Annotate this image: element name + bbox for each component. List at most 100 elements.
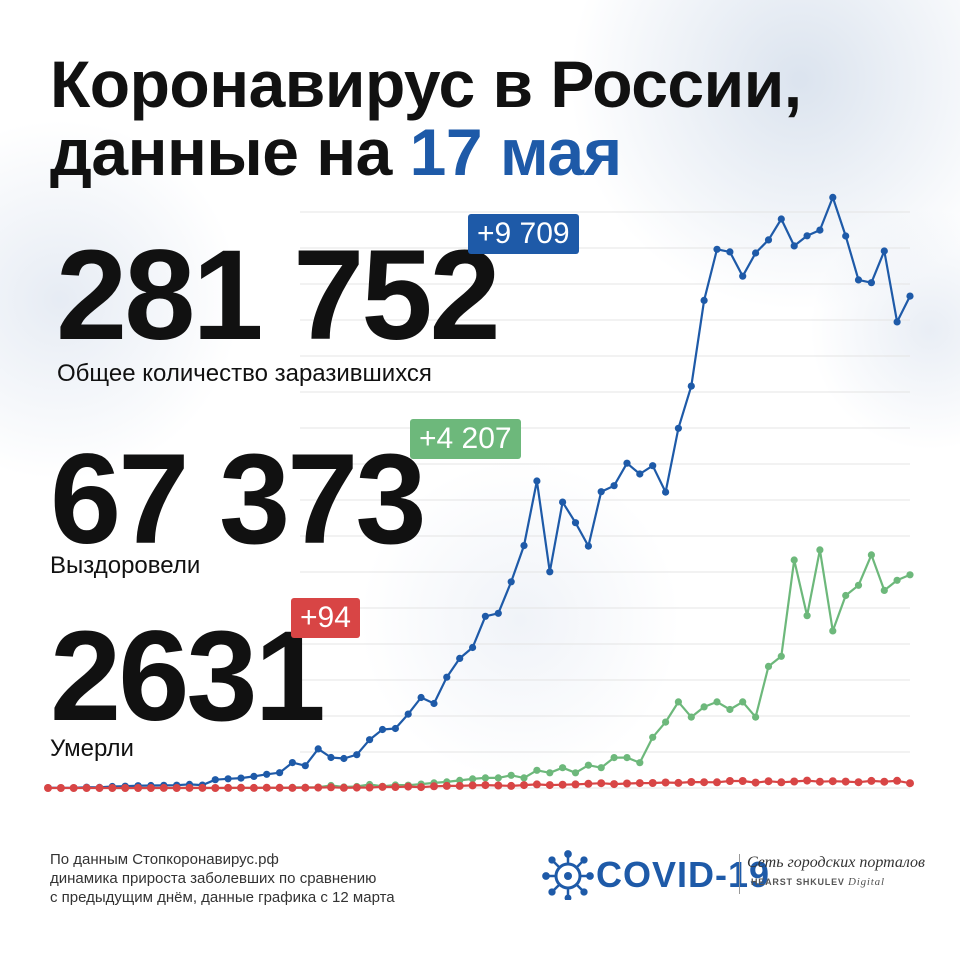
infected-point	[443, 673, 451, 681]
logo-brand: HEARST SHKULEV	[751, 877, 845, 887]
deaths-point	[790, 777, 799, 786]
infected-point	[803, 232, 811, 240]
deaths-point	[288, 783, 297, 792]
deaths-point	[237, 783, 245, 792]
infected-point	[842, 232, 850, 240]
deaths-point	[532, 780, 541, 789]
deaths-point	[725, 777, 734, 785]
infected-point	[623, 459, 631, 467]
deaths-point	[69, 784, 78, 792]
deaths-label: Умерли	[50, 735, 134, 762]
deaths-point	[121, 784, 130, 792]
recovered-point	[520, 774, 528, 782]
deaths-point	[56, 784, 65, 792]
deaths-point	[146, 784, 155, 792]
infected-point	[662, 488, 670, 496]
deaths-point	[751, 778, 760, 787]
recovered-point	[739, 698, 747, 706]
deaths-point	[893, 776, 902, 785]
infected-point	[404, 710, 412, 718]
deaths-point	[249, 783, 258, 792]
page-title: Коронавирус в России, данные на 17 мая	[50, 50, 802, 186]
infected-point	[752, 249, 760, 257]
deaths-point	[584, 779, 593, 788]
deaths-point	[764, 777, 773, 786]
recovered-point	[713, 698, 721, 706]
source-line-3: с предыдущим днём, данные графика с 12 м…	[50, 889, 395, 906]
deaths-point	[854, 778, 863, 787]
infected-point	[906, 292, 914, 300]
deaths-point	[880, 777, 889, 786]
infected-point	[340, 754, 348, 763]
logo-sub-brand: HEARST SHKULEV Digital	[751, 876, 885, 888]
infected-point	[636, 470, 644, 478]
recovered-point	[494, 774, 502, 782]
infected-point	[237, 774, 245, 782]
recovered-point	[803, 612, 811, 620]
deaths-point	[108, 784, 117, 792]
deaths-point	[815, 777, 824, 786]
deaths-delta-badge: +94	[291, 598, 360, 638]
infected-point	[700, 296, 708, 304]
recovered-point	[764, 662, 773, 671]
deaths-point	[867, 776, 876, 785]
recovered-point	[469, 775, 477, 783]
recovered-point	[816, 546, 824, 554]
logo-divider	[739, 854, 740, 894]
deaths-point	[44, 784, 52, 792]
recovered-total: 67 373	[50, 428, 426, 571]
title-date: 17 мая	[409, 115, 622, 189]
deaths-point	[95, 784, 104, 792]
recovered-point	[559, 764, 567, 772]
recovered-label: Выздоровели	[50, 552, 201, 579]
recovered-point	[777, 652, 785, 660]
infected-point	[739, 272, 747, 280]
deaths-point	[623, 779, 631, 788]
infected-point	[456, 654, 464, 663]
deaths-point	[803, 776, 812, 785]
infected-point	[584, 542, 593, 550]
infected-point	[571, 519, 580, 527]
recovered-point	[854, 581, 863, 589]
recovered-point	[584, 761, 593, 769]
infected-point	[378, 725, 387, 734]
deaths-point	[198, 783, 207, 792]
logo-network-name: Сеть городских порталов	[747, 854, 925, 871]
deaths-point	[571, 780, 580, 789]
source-note: По данным Стопкоронавирус.рф динамика пр…	[50, 850, 395, 907]
deaths-point	[687, 778, 696, 786]
recovered-point	[726, 705, 734, 714]
deaths-point	[339, 783, 348, 792]
title-line-2: данные на 17 мая	[50, 118, 802, 186]
infected-point	[687, 382, 695, 390]
infected-point	[417, 693, 425, 702]
deaths-point	[365, 783, 374, 792]
recovered-point	[662, 718, 670, 726]
infected-point	[867, 279, 876, 287]
infected-point	[520, 542, 528, 550]
deaths-point	[507, 781, 516, 790]
infected-point	[211, 776, 219, 784]
recovered-point	[867, 551, 876, 559]
recovered-point	[597, 764, 605, 772]
recovered-point	[842, 591, 850, 600]
recovered-point	[893, 576, 901, 584]
virus-icon	[542, 850, 594, 900]
infected-point	[610, 482, 618, 490]
deaths-point	[841, 777, 850, 786]
deaths-point	[674, 778, 683, 787]
deaths-point	[597, 779, 606, 788]
deaths-series	[44, 776, 914, 792]
logo-digital: Digital	[848, 876, 885, 888]
deaths-point	[661, 778, 670, 787]
deaths-point	[301, 783, 310, 792]
infected-point	[726, 248, 734, 256]
infected-point	[674, 424, 683, 432]
deaths-point	[713, 778, 721, 787]
infected-point	[327, 753, 335, 762]
recovered-point	[533, 766, 541, 774]
deaths-point	[494, 781, 503, 790]
infected-point	[469, 643, 477, 652]
